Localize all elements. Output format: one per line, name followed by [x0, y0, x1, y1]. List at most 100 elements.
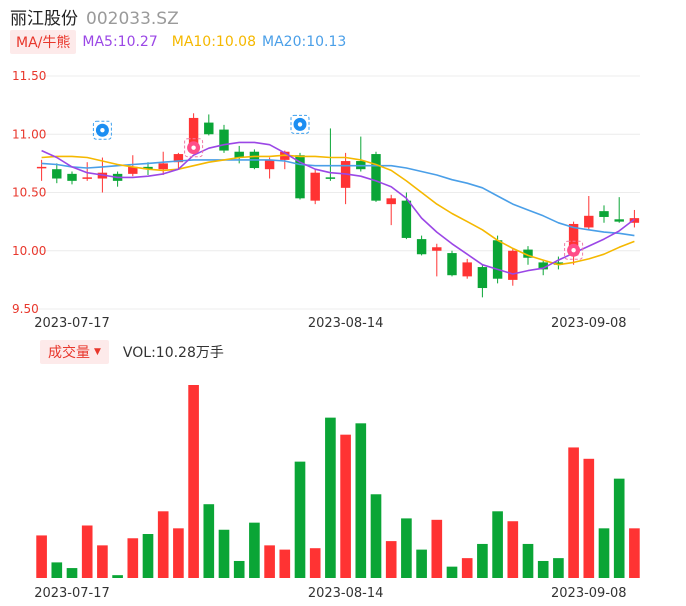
candle-body [477, 267, 488, 289]
hand-coin-icon [290, 114, 310, 134]
caret-down-icon: ▼ [94, 347, 101, 357]
candle-body [264, 159, 275, 170]
price-tick-label: 10.50 [12, 186, 46, 200]
candlestick-series [36, 113, 640, 298]
volume-bar [507, 521, 519, 578]
candle [52, 163, 62, 184]
volume-series [36, 385, 640, 578]
candle-body [295, 155, 305, 199]
ma5-label: MA5:10.27 [82, 34, 158, 50]
candle-body [584, 215, 594, 228]
volume-bar [385, 541, 397, 578]
candle [67, 171, 77, 185]
candle [416, 235, 427, 256]
candle [371, 151, 381, 202]
candle [158, 151, 168, 176]
ma-bull-bear-toggle[interactable]: MA/牛熊 [10, 30, 77, 54]
volume-dropdown[interactable]: 成交量 ▼ [40, 340, 109, 364]
candle [36, 159, 47, 181]
candle-body [401, 200, 412, 238]
signal-badges [92, 114, 584, 260]
candle-body [523, 249, 533, 258]
volume-bar [613, 478, 625, 578]
price-tick-label: 11.00 [12, 127, 46, 141]
volume-bar [279, 549, 291, 578]
badge-dot [297, 122, 303, 127]
badge-dot [100, 128, 105, 133]
volume-bar [112, 575, 123, 578]
volume-bar [461, 558, 473, 578]
volume-bar [51, 562, 63, 578]
volume-dropdown-label: 成交量 [48, 345, 90, 361]
volume-bar [492, 511, 503, 578]
date-tick-label: 2023-07-17 [34, 586, 110, 601]
candle [128, 155, 138, 177]
date-tick-label: 2023-09-08 [551, 316, 627, 331]
candle-body [371, 154, 381, 201]
volume-bar [142, 534, 154, 578]
candle-body [325, 177, 336, 179]
badge-dot [571, 248, 576, 253]
badge-frame [290, 114, 310, 134]
volume-bar [553, 558, 564, 578]
volume-bar [370, 494, 382, 578]
price-tick-label: 9.50 [12, 302, 39, 316]
candle-body [204, 122, 214, 135]
volume-bar [477, 543, 488, 578]
ma10-label: MA10:10.08 [171, 34, 257, 50]
volume-bar [249, 522, 260, 578]
candle [401, 192, 412, 240]
ox-icon [184, 138, 204, 158]
candle [462, 258, 472, 279]
volume-bar [431, 519, 443, 578]
candle [629, 209, 640, 228]
price-tick-label: 10.00 [12, 244, 46, 258]
candle-body [219, 129, 229, 151]
candle [508, 248, 518, 286]
volume-bar [294, 461, 306, 578]
candle-body [188, 117, 199, 151]
candle-body [492, 240, 503, 279]
candle [264, 157, 275, 179]
volume-bar [173, 528, 184, 578]
volume-bar [157, 511, 169, 578]
volume-bar [598, 528, 610, 578]
badge-frame [92, 120, 112, 140]
candle-body [36, 166, 47, 169]
stock-code: 002033.SZ [86, 9, 179, 29]
candle-body [629, 218, 640, 223]
badge-frame [564, 240, 584, 260]
volume-bar [203, 504, 215, 578]
candle [432, 243, 442, 277]
volume-bar [416, 549, 427, 578]
candle [447, 250, 457, 277]
candle [219, 124, 229, 153]
candle-body [128, 166, 138, 174]
ma10-line [41, 154, 635, 266]
volume-legend: 成交量 ▼ VOL:10.28万手 [40, 340, 224, 364]
volume-bar [218, 529, 230, 578]
volume-bar [325, 417, 336, 578]
volume-value: VOL:10.28万手 [122, 345, 224, 361]
candle [234, 145, 244, 164]
candle-body [310, 172, 320, 201]
candle [82, 162, 92, 181]
volume-bar [568, 447, 579, 578]
candle [568, 221, 579, 265]
date-axis-top: 2023-07-17 2023-08-14 2023-09-08 [34, 316, 626, 331]
volume-bar [233, 560, 245, 578]
date-tick-label: 2023-09-08 [551, 586, 627, 601]
candle [584, 195, 594, 230]
volume-bar [66, 568, 78, 578]
volume-bar [97, 545, 108, 578]
candle [204, 114, 214, 136]
candle-body [538, 262, 548, 270]
date-axis-bottom: 2023-07-17 2023-08-14 2023-09-08 [34, 586, 626, 601]
candle-body [82, 177, 92, 179]
volume-bar [583, 458, 595, 578]
candle-body [508, 250, 518, 280]
candle [295, 152, 305, 200]
ma5-line [41, 141, 635, 275]
volume-bar [81, 525, 93, 578]
